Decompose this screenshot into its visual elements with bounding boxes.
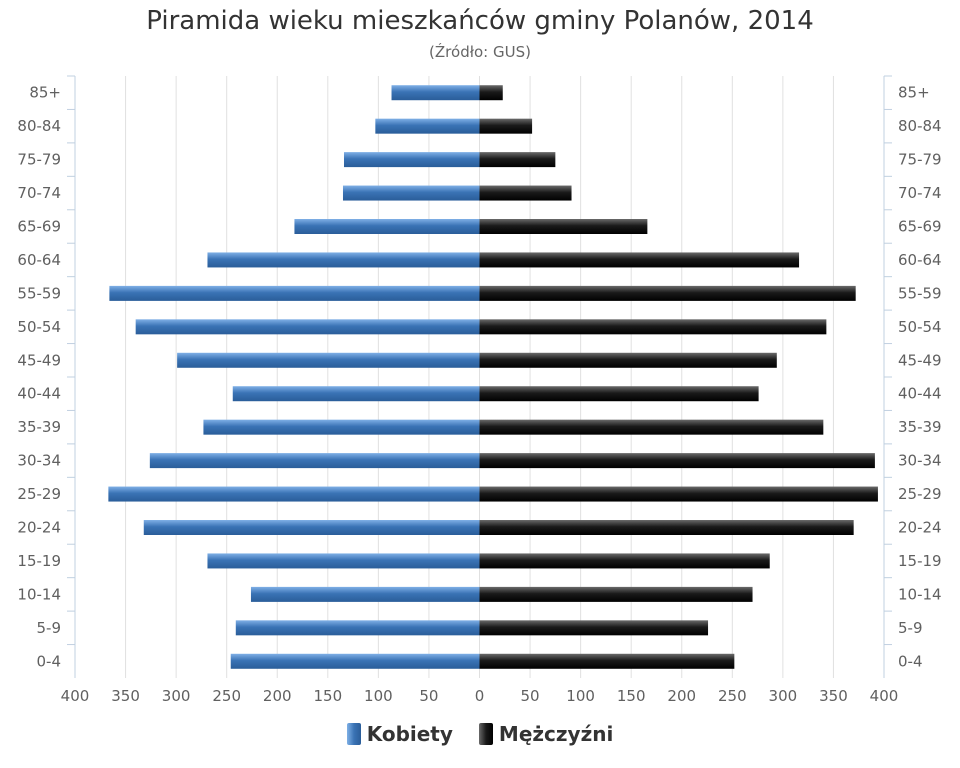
bar-kobiety-25-29[interactable] — [108, 486, 480, 502]
y-category-label-left: 30-34 — [17, 452, 61, 470]
legend: Kobiety Mężczyźni — [0, 722, 960, 746]
chart-subtitle: (Źródło: GUS) — [429, 43, 531, 61]
legend-label-mezczyzni: Mężczyźni — [498, 722, 614, 746]
bar-mezczyzni-30-34[interactable] — [479, 453, 875, 469]
y-category-label-right: 10-14 — [898, 585, 942, 603]
bar-kobiety-20-24[interactable] — [143, 520, 480, 535]
y-category-label-left: 60-64 — [17, 251, 61, 269]
bar-kobiety-60-64[interactable] — [207, 252, 480, 268]
y-category-label-right: 15-19 — [898, 552, 942, 570]
y-category-label-left: 85+ — [29, 84, 61, 102]
bar-kobiety-55-59[interactable] — [109, 285, 480, 301]
y-category-label-right: 65-69 — [898, 218, 942, 236]
y-category-label-right: 30-34 — [898, 452, 942, 470]
legend-swatch-mezczyzni — [478, 723, 493, 745]
y-category-label-left: 15-19 — [17, 552, 61, 570]
x-tick-label: 350 — [819, 687, 848, 705]
y-category-label-left: 0-4 — [37, 652, 62, 670]
y-category-label-left: 35-39 — [17, 418, 61, 436]
x-tick-label: 250 — [212, 687, 241, 705]
y-category-label-right: 50-54 — [898, 318, 942, 336]
x-tick-label: 400 — [61, 687, 90, 705]
y-category-label-left: 25-29 — [17, 485, 61, 503]
bar-kobiety-5-9[interactable] — [235, 620, 480, 636]
x-tick-label: 50 — [419, 687, 438, 705]
y-category-label-right: 45-49 — [898, 351, 942, 369]
bar-mezczyzni-60-64[interactable] — [479, 252, 800, 268]
bar-mezczyzni-45-49[interactable] — [479, 352, 777, 368]
bar-kobiety-15-19[interactable] — [207, 553, 480, 569]
bar-kobiety-85+[interactable] — [391, 85, 480, 101]
legend-label-kobiety: Kobiety — [366, 722, 453, 746]
y-category-label-right: 25-29 — [898, 485, 942, 503]
y-category-label-right: 5-9 — [898, 619, 923, 637]
bar-mezczyzni-85+[interactable] — [479, 85, 503, 101]
bar-kobiety-30-34[interactable] — [149, 453, 480, 469]
legend-swatch-kobiety — [346, 723, 361, 745]
y-category-label-right: 75-79 — [898, 151, 942, 169]
y-category-label-left: 55-59 — [17, 284, 61, 302]
bar-mezczyzni-0-4[interactable] — [479, 653, 735, 669]
x-tick-label: 50 — [521, 687, 540, 705]
x-tick-label: 250 — [718, 687, 747, 705]
bar-mezczyzni-70-74[interactable] — [479, 185, 572, 201]
y-category-label-left: 75-79 — [17, 151, 61, 169]
bar-kobiety-50-54[interactable] — [135, 319, 480, 335]
population-pyramid-chart: 400 350 300 250 200 150 100 50 0 50 100 150 200 250 30… — [17, 75, 942, 705]
y-category-label-right: 0-4 — [898, 652, 923, 670]
legend-item-mezczyzni[interactable]: Mężczyźni — [478, 722, 614, 746]
x-tick-label: 350 — [111, 687, 140, 705]
bar-mezczyzni-65-69[interactable] — [479, 219, 648, 234]
x-tick-label: 300 — [162, 687, 191, 705]
bar-mezczyzni-5-9[interactable] — [479, 620, 709, 636]
bar-mezczyzni-25-29[interactable] — [479, 486, 878, 502]
bar-kobiety-0-4[interactable] — [230, 653, 480, 669]
bar-mezczyzni-10-14[interactable] — [479, 586, 753, 602]
bar-mezczyzni-50-54[interactable] — [479, 319, 827, 335]
bar-mezczyzni-35-39[interactable] — [479, 419, 824, 435]
x-tick-label: 100 — [364, 687, 393, 705]
y-category-label-right: 80-84 — [898, 117, 942, 135]
y-category-label-right: 20-24 — [898, 519, 942, 537]
y-category-label-right: 60-64 — [898, 251, 942, 269]
y-category-label-right: 55-59 — [898, 284, 942, 302]
y-category-label-right: 70-74 — [898, 184, 942, 202]
y-category-label-left: 10-14 — [17, 585, 61, 603]
x-tick-label: 150 — [617, 687, 646, 705]
bar-kobiety-35-39[interactable] — [203, 419, 480, 435]
x-tick-label: 0 — [475, 687, 485, 705]
chart-title: Piramida wieku mieszkańców gminy Polanów… — [146, 6, 814, 36]
bar-mezczyzni-75-79[interactable] — [479, 152, 556, 168]
bar-kobiety-80-84[interactable] — [375, 118, 480, 134]
bar-kobiety-10-14[interactable] — [250, 586, 480, 602]
bar-mezczyzni-55-59[interactable] — [479, 285, 856, 301]
bar-mezczyzni-20-24[interactable] — [479, 520, 854, 535]
bar-kobiety-65-69[interactable] — [294, 219, 480, 234]
y-category-label-right: 85+ — [898, 84, 930, 102]
bar-kobiety-45-49[interactable] — [177, 352, 480, 368]
bar-mezczyzni-80-84[interactable] — [479, 118, 533, 134]
bar-kobiety-40-44[interactable] — [232, 386, 480, 402]
x-tick-label: 100 — [566, 687, 595, 705]
y-category-label-left: 20-24 — [17, 519, 61, 537]
x-tick-label: 400 — [870, 687, 899, 705]
x-tick-label: 150 — [313, 687, 342, 705]
y-category-label-right: 40-44 — [898, 385, 942, 403]
y-category-label-left: 65-69 — [17, 218, 61, 236]
y-category-label-left: 5-9 — [37, 619, 62, 637]
bar-mezczyzni-15-19[interactable] — [479, 553, 770, 569]
x-tick-label: 200 — [263, 687, 292, 705]
bar-kobiety-75-79[interactable] — [343, 152, 480, 168]
bar-kobiety-70-74[interactable] — [342, 185, 480, 201]
x-tick-label: 200 — [667, 687, 696, 705]
bar-mezczyzni-40-44[interactable] — [479, 386, 759, 402]
y-category-label-left: 40-44 — [17, 385, 61, 403]
y-category-label-right: 35-39 — [898, 418, 942, 436]
y-category-label-left: 70-74 — [17, 184, 61, 202]
y-category-label-left: 80-84 — [17, 117, 61, 135]
x-tick-label: 300 — [769, 687, 798, 705]
y-category-label-left: 45-49 — [17, 351, 61, 369]
y-category-label-left: 50-54 — [17, 318, 61, 336]
legend-item-kobiety[interactable]: Kobiety — [346, 722, 453, 746]
